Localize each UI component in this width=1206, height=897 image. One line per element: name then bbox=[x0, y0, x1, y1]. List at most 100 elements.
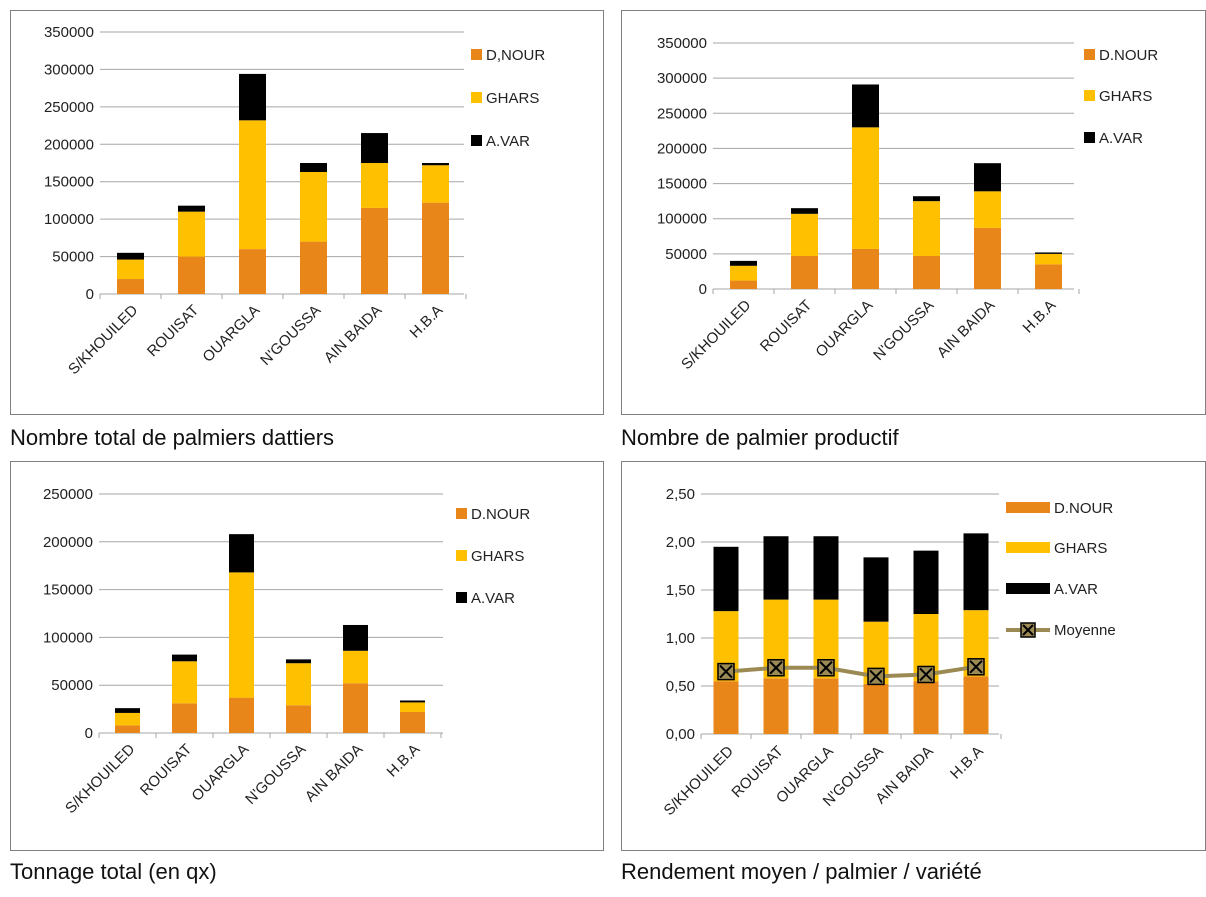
bar-dnour bbox=[791, 255, 818, 289]
bar-dnour bbox=[422, 202, 449, 294]
y-tick-label: 0 bbox=[86, 286, 94, 303]
y-tick-label: 250000 bbox=[44, 99, 94, 116]
bar-avar bbox=[361, 133, 388, 163]
chart-caption: Nombre de palmier productif bbox=[621, 425, 899, 450]
x-tick-label: ROUISAT bbox=[144, 302, 202, 360]
x-tick-label: OUARGLA bbox=[199, 302, 263, 366]
legend-swatch bbox=[1006, 502, 1050, 513]
bar-ghars bbox=[913, 201, 940, 256]
legend-swatch bbox=[456, 550, 467, 561]
y-tick-label: 300000 bbox=[657, 70, 707, 87]
bar-avar bbox=[343, 624, 368, 651]
x-tick-label: ROUISAT bbox=[757, 297, 815, 355]
bar-avar bbox=[963, 533, 989, 611]
bar-avar bbox=[913, 196, 940, 202]
y-tick-label: 100000 bbox=[43, 629, 93, 646]
bar-avar bbox=[300, 163, 327, 172]
legend-label: A.VAR bbox=[1099, 130, 1143, 147]
bar-avar bbox=[239, 73, 266, 121]
y-tick-label: 100000 bbox=[657, 211, 707, 228]
y-tick-label: 250000 bbox=[43, 486, 93, 503]
legend-label: D.NOUR bbox=[1099, 47, 1158, 64]
bar-dnour bbox=[913, 681, 939, 734]
bar-dnour bbox=[713, 681, 739, 734]
legend-label: GHARS bbox=[1054, 540, 1107, 557]
bar-ghars bbox=[172, 661, 197, 704]
chart-tonnage-total: 0 50000 100000 150000 200000 250000 S/KHOUILED… bbox=[43, 486, 530, 817]
chart-frame-palmiers-productifs: 0 50000 100000 150000 200000 250000 300000 3500… bbox=[621, 10, 1206, 415]
bar-ghars bbox=[239, 120, 266, 250]
chart-caption: Tonnage total (en qx) bbox=[10, 859, 217, 884]
legend-label: Moyenne bbox=[1054, 622, 1116, 639]
y-tick-label: 300000 bbox=[44, 61, 94, 78]
legend-swatch bbox=[456, 592, 467, 603]
legend-label: D,NOUR bbox=[486, 47, 545, 64]
bar-dnour bbox=[172, 703, 197, 733]
y-tick-label: 150000 bbox=[44, 174, 94, 191]
bar-dnour bbox=[913, 255, 940, 289]
bar-ghars bbox=[229, 572, 254, 698]
bar-dnour bbox=[343, 683, 368, 733]
bar-avar bbox=[813, 536, 839, 600]
bar-dnour bbox=[361, 207, 388, 294]
marker-moyenne bbox=[917, 665, 935, 684]
x-tick-label: ROUISAT bbox=[137, 741, 195, 799]
panel-palmiers-productifs: 0 50000 100000 150000 200000 250000 300000 3500… bbox=[621, 10, 1206, 460]
y-tick-label: 2,00 bbox=[666, 534, 695, 551]
x-tick-label: N'GOUSSA bbox=[242, 741, 309, 808]
y-tick-label: 50000 bbox=[665, 246, 707, 263]
legend-swatch bbox=[456, 508, 467, 519]
bar-dnour bbox=[763, 678, 789, 734]
bar-avar bbox=[117, 252, 144, 260]
bar-avar bbox=[229, 534, 254, 573]
bar-avar bbox=[422, 163, 449, 166]
bar-avar bbox=[974, 163, 1001, 192]
bar-dnour bbox=[963, 676, 989, 734]
bar-avar bbox=[713, 546, 739, 612]
panel-tonnage-total: 0 50000 100000 150000 200000 250000 S/KHOUILED… bbox=[10, 461, 604, 897]
bar-avar bbox=[178, 205, 205, 212]
legend-label: A.VAR bbox=[486, 133, 530, 150]
bar-dnour bbox=[1035, 264, 1062, 289]
x-tick-label: N'GOUSSA bbox=[257, 302, 324, 369]
legend-swatch bbox=[471, 49, 482, 60]
chart-caption: Nombre total de palmiers dattiers bbox=[10, 425, 335, 450]
legend-label: D.NOUR bbox=[471, 506, 530, 523]
legend-swatch bbox=[1006, 542, 1050, 553]
y-tick-label: 150000 bbox=[657, 176, 707, 193]
bar-dnour bbox=[974, 227, 1001, 289]
bar-ghars bbox=[115, 712, 140, 726]
bar-ghars bbox=[730, 265, 757, 281]
marker-moyenne bbox=[817, 659, 835, 677]
bar-dnour bbox=[400, 711, 425, 733]
x-tick-label: AIN BAIDA bbox=[934, 297, 998, 361]
bar-ghars bbox=[300, 171, 327, 242]
y-tick-label: 1,50 bbox=[666, 582, 695, 599]
legend-label: A.VAR bbox=[1054, 581, 1098, 598]
x-tick-label: S/KHOUILED bbox=[661, 743, 737, 819]
bar-avar bbox=[172, 654, 197, 662]
x-tick-label: OUARGLA bbox=[812, 297, 876, 361]
y-tick-label: 0 bbox=[85, 725, 93, 742]
legend-swatch bbox=[1006, 583, 1050, 594]
chart-total-palmiers: 0 50000 100000 150000 200000 250000 300000 3500… bbox=[44, 24, 545, 378]
bar-avar bbox=[763, 536, 789, 600]
bar-dnour bbox=[852, 248, 879, 289]
y-tick-label: 200000 bbox=[657, 140, 707, 157]
x-tick-label: S/KHOUILED bbox=[62, 741, 138, 817]
x-tick-label: S/KHOUILED bbox=[65, 302, 141, 378]
bar-avar bbox=[400, 700, 425, 703]
bar-dnour bbox=[730, 280, 757, 289]
bar-dnour bbox=[229, 697, 254, 733]
y-tick-label: 350000 bbox=[44, 24, 94, 41]
bar-ghars bbox=[286, 663, 311, 706]
x-tick-label: H.B.A bbox=[1020, 297, 1060, 337]
x-tick-label: H.B.A bbox=[407, 302, 447, 342]
bar-dnour bbox=[178, 256, 205, 294]
legend-swatch bbox=[1084, 49, 1095, 60]
bar-ghars bbox=[343, 650, 368, 684]
bar-avar bbox=[852, 84, 879, 128]
panel-rendement-moyen: 0,00 0,50 1,00 1,50 2,00 2,50 S/KHOUILED ROUISA… bbox=[621, 461, 1206, 897]
chart-frame-rendement-moyen: 0,00 0,50 1,00 1,50 2,00 2,50 S/KHOUILED ROUISA… bbox=[621, 461, 1206, 851]
x-tick-label: H.B.A bbox=[947, 743, 987, 783]
